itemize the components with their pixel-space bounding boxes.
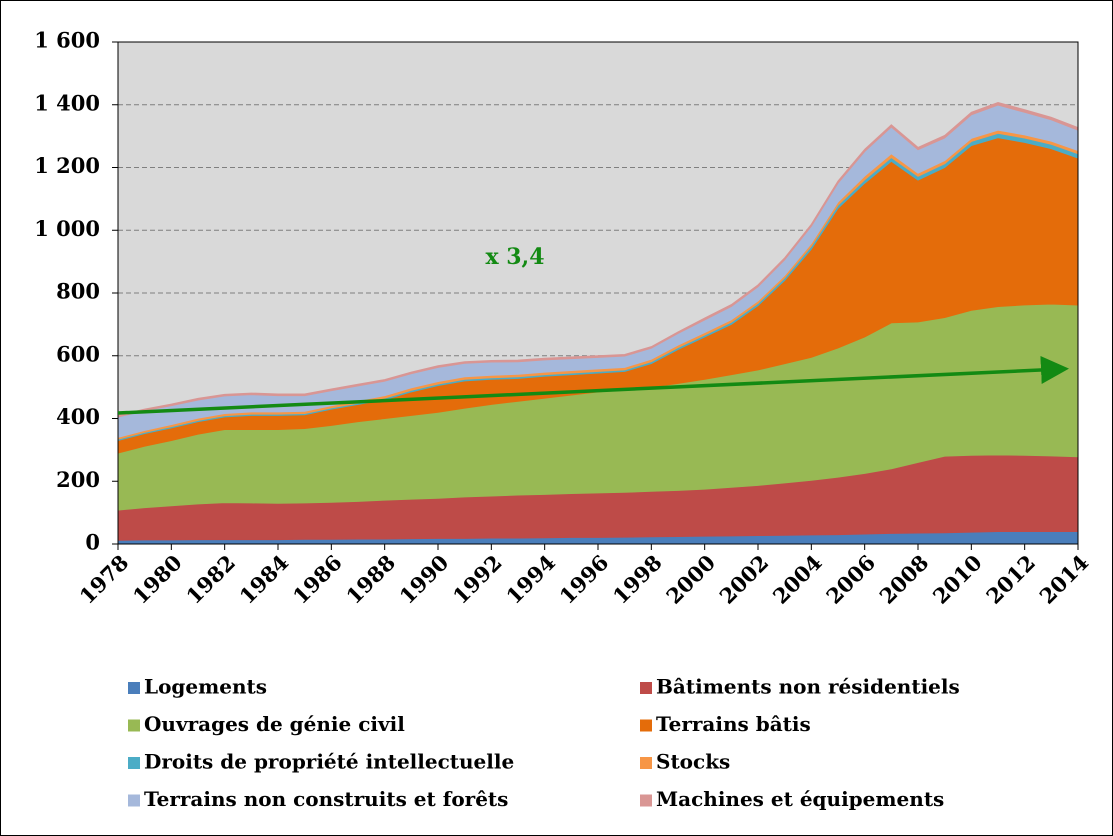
legend-swatch	[128, 757, 140, 769]
y-tick-label: 400	[56, 404, 100, 429]
legend-label: Droits de propriété intellectuelle	[144, 750, 514, 774]
y-tick-label: 1 600	[34, 28, 100, 53]
legend-swatch	[640, 719, 652, 732]
y-tick-label: 1 200	[34, 153, 100, 178]
legend-swatch	[128, 682, 140, 694]
y-tick-label: 0	[85, 530, 100, 555]
y-tick-label: 200	[56, 467, 100, 492]
legend-label: Stocks	[656, 750, 730, 774]
legend-label: Machines et équipements	[656, 787, 944, 811]
legend-label: Bâtiments non résidentiels	[656, 675, 960, 699]
legend-label: Terrains non construits et forêts	[144, 787, 508, 811]
y-tick-label: 1 000	[34, 216, 100, 241]
legend-label: Logements	[144, 675, 267, 699]
y-tick-label: 1 400	[34, 90, 100, 115]
legend-label: Ouvrages de génie civil	[144, 712, 405, 736]
trend-arrow	[117, 355, 1069, 415]
legend-label: Terrains bâtis	[656, 712, 811, 736]
legend-swatch	[640, 757, 652, 769]
y-tick-label: 800	[56, 279, 100, 304]
y-tick-label: 600	[56, 341, 100, 366]
legend-swatch	[640, 794, 652, 807]
annotation: x 3,4	[485, 244, 544, 270]
legend-swatch	[128, 719, 140, 732]
legend-swatch	[128, 794, 140, 807]
legend-swatch	[640, 682, 652, 694]
